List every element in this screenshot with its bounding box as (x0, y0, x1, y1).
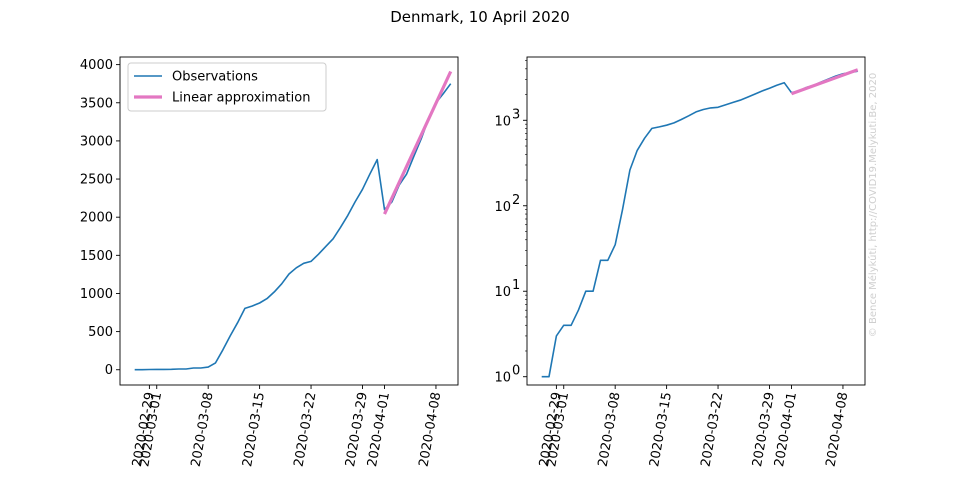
y-tick-label: 2000 (80, 211, 113, 226)
legend-observations-label: Observations (172, 70, 258, 85)
y-tick-label: 1000 (80, 287, 113, 302)
y-tick-label: 0 (105, 363, 113, 378)
linear-approximation-line (383, 70, 453, 215)
y-tick-label: 2500 (80, 173, 113, 188)
y-tick-label: 1500 (80, 249, 113, 264)
linear-approximation-line (790, 68, 859, 96)
y-tick-label: 4000 (80, 58, 113, 73)
legend-approximation-label: Linear approximation (172, 91, 310, 106)
plot-frame (119, 56, 459, 386)
legend-box (127, 62, 327, 112)
y-tick-label: 3500 (80, 96, 113, 111)
y-tick-label: 10 (494, 200, 511, 215)
y-tick-exponent: 3 (512, 107, 520, 122)
y-tick-exponent: 2 (512, 193, 520, 208)
y-tick-exponent: 1 (512, 278, 520, 293)
y-tick-label: 3000 (80, 134, 113, 149)
y-tick-label: 10 (494, 371, 511, 386)
y-tick-label: 10 (494, 114, 511, 129)
copyright-watermark: © Bence Mélykúti, http://COVID19.Melykut… (867, 73, 879, 337)
y-tick-label: 500 (88, 325, 113, 340)
y-tick-label: 10 (494, 285, 511, 300)
figure-title: Denmark, 10 April 2020 (390, 8, 570, 26)
plot-frame (526, 56, 866, 386)
y-tick-exponent: 0 (512, 364, 520, 379)
